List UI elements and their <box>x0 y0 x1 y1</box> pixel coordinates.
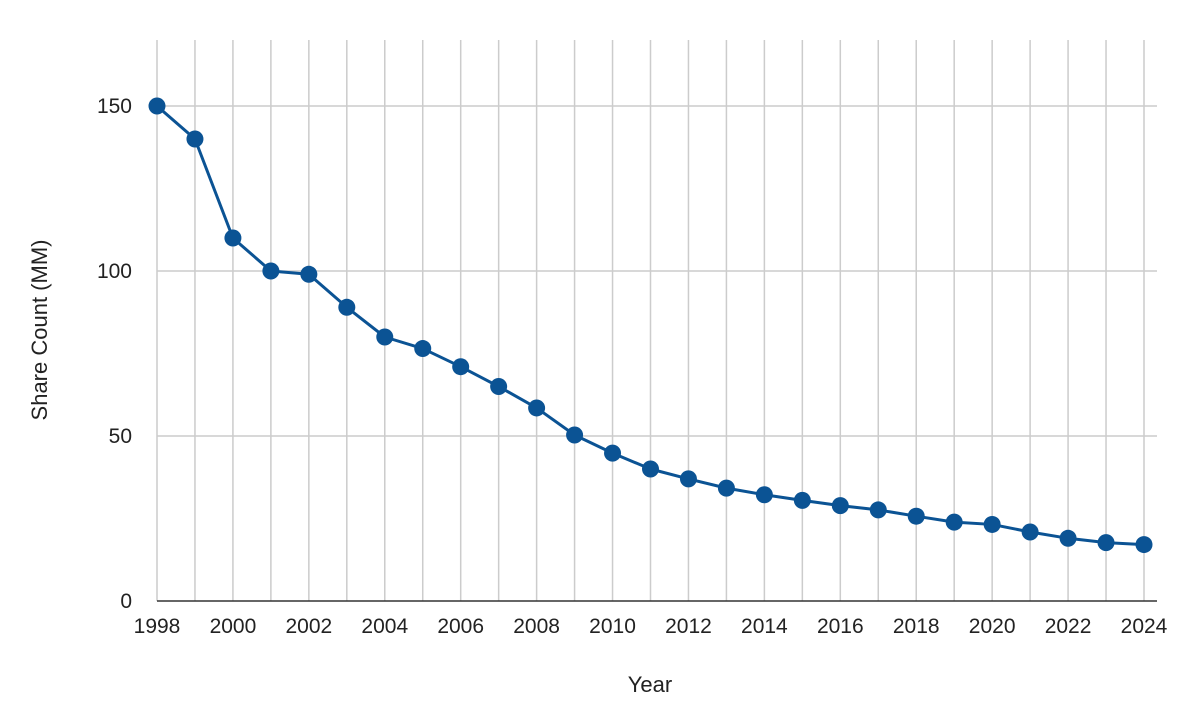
x-axis-title: Year <box>628 672 672 697</box>
data-point <box>1135 536 1153 554</box>
data-point <box>300 265 318 283</box>
data-point <box>869 501 887 519</box>
data-point <box>642 460 659 478</box>
x-tick-label: 2016 <box>817 615 864 638</box>
data-point <box>604 444 622 462</box>
x-tick-label: 1998 <box>134 615 181 638</box>
data-point <box>983 515 1001 533</box>
x-tick-label: 2022 <box>1045 615 1092 638</box>
data-point <box>907 507 925 525</box>
x-tick-label: 2004 <box>361 615 408 638</box>
data-point <box>186 130 204 148</box>
series-group <box>148 97 1153 554</box>
y-axis-title: Share Count (MM) <box>27 240 52 421</box>
data-point <box>1059 529 1077 547</box>
data-point <box>490 378 508 395</box>
y-tick-label: 150 <box>97 95 132 118</box>
x-tick-label: 2024 <box>1121 615 1168 638</box>
data-point <box>262 262 280 280</box>
x-tick-label: 2012 <box>665 615 712 638</box>
data-point <box>376 328 394 346</box>
data-point <box>679 470 697 488</box>
x-tick-label: 2008 <box>513 615 560 638</box>
x-tick-label: 2014 <box>741 615 788 638</box>
data-point <box>148 97 166 115</box>
grid <box>156 40 1157 601</box>
x-tick-label: 2002 <box>285 615 332 638</box>
data-point <box>452 358 470 376</box>
axes: 0 50 100 150 1998 2000 2002 2004 2006 2008 2010 201… <box>97 95 1168 638</box>
x-tick-label: 2006 <box>437 615 484 638</box>
data-point <box>831 497 849 515</box>
data-point <box>528 399 546 417</box>
y-tick-label: 100 <box>97 260 132 283</box>
data-point <box>566 426 584 444</box>
x-tick-label: 2020 <box>969 615 1016 638</box>
data-point <box>755 486 773 504</box>
y-tick-label: 0 <box>120 590 132 613</box>
data-point <box>717 479 735 497</box>
data-point <box>793 491 811 509</box>
data-point <box>338 298 356 316</box>
data-point <box>945 513 963 531</box>
y-tick-label: 50 <box>109 425 132 448</box>
data-point <box>1021 523 1039 541</box>
x-tick-label: 2018 <box>893 615 940 638</box>
data-point <box>1097 534 1115 552</box>
x-tick-label: 2000 <box>210 615 257 638</box>
data-point <box>224 229 242 247</box>
data-point <box>414 340 432 358</box>
x-tick-label: 2010 <box>589 615 636 638</box>
